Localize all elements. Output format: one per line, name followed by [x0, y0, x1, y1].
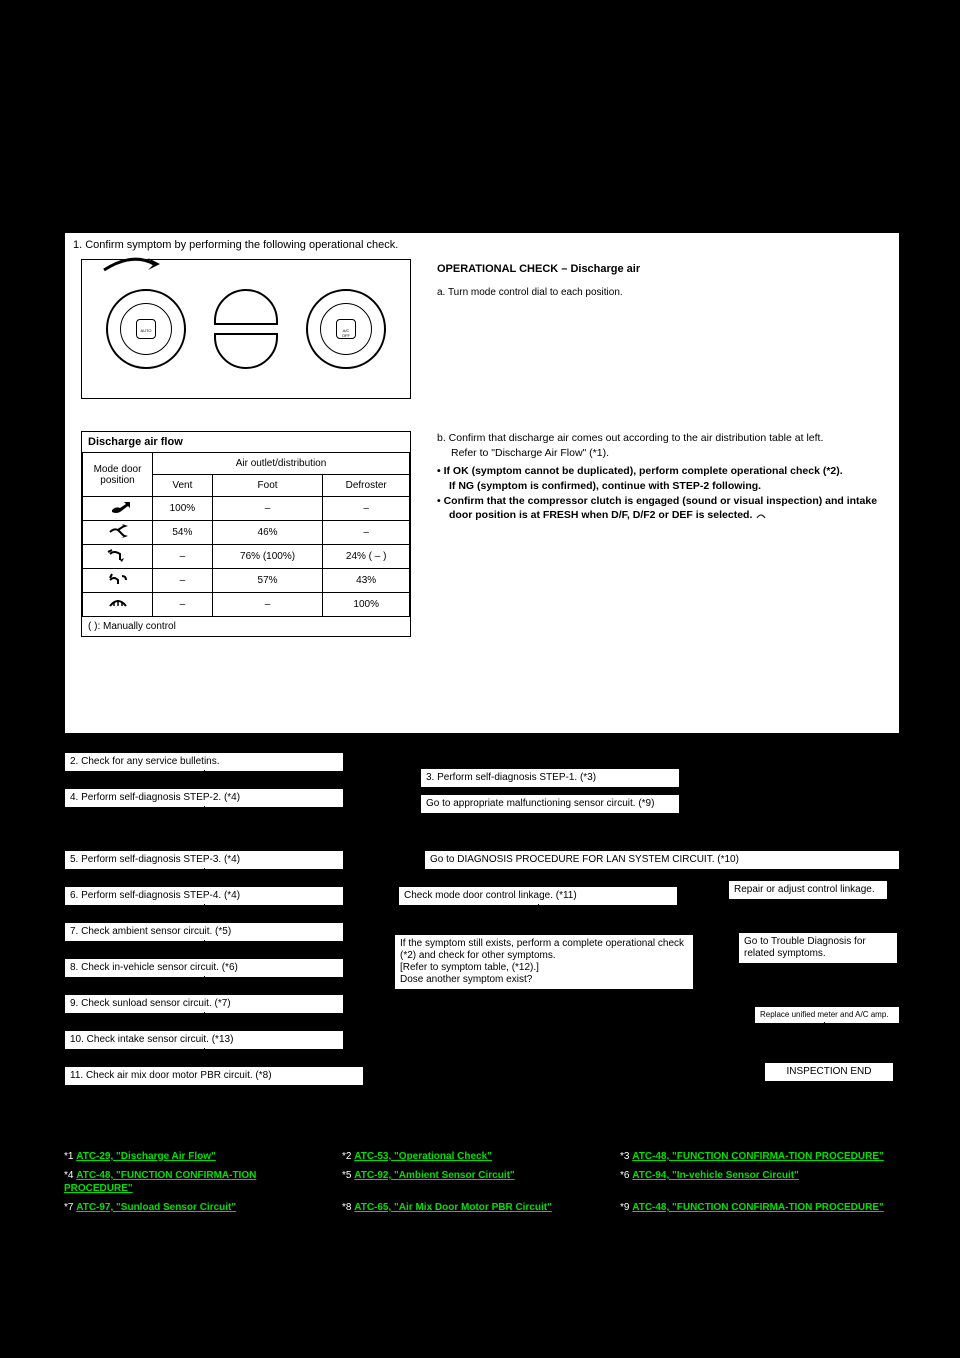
box-step-4: 4. Perform self-diagnosis STEP-2. (*4): [64, 788, 344, 808]
label-no: NO: [744, 994, 759, 1005]
footnote-link[interactable]: ATC-94, "In-vehicle Sensor Circuit": [632, 1170, 799, 1181]
op-step-b: b. Confirm that discharge air comes out …: [437, 431, 887, 460]
label-ok: OK: [212, 820, 226, 831]
step1-main-box: 1. Confirm symptom by performing the fol…: [64, 232, 900, 734]
box-linkage: Check mode door control linkage. (*11): [398, 886, 678, 906]
box-step-5: 5. Perform self-diagnosis STEP-3. (*4): [64, 850, 344, 870]
footnote-item: *1 ATC-29, "Discharge Air Flow": [64, 1150, 324, 1163]
box-step-2: 2. Check for any service bulletins.: [64, 752, 344, 772]
table-row: 54% 46% –: [83, 521, 410, 545]
label-ok: OK: [384, 1062, 398, 1073]
box-step-10: 10. Check intake sensor circuit. (*13): [64, 1030, 344, 1050]
mode-icon-defrost: [83, 593, 153, 617]
box-step-8: 8. Check in-vehicle sensor circuit. (*6): [64, 958, 344, 978]
footnote-link[interactable]: ATC-48, "FUNCTION CONFIRMA-TION PROCEDUR…: [632, 1151, 884, 1162]
footnote-item: *9 ATC-48, "FUNCTION CONFIRMA-TION PROCE…: [620, 1201, 900, 1214]
footnote-item: *3 ATC-48, "FUNCTION CONFIRMA-TION PROCE…: [620, 1150, 900, 1163]
table-row: – – 100%: [83, 593, 410, 617]
table-row: 100% – –: [83, 497, 410, 521]
box-end: INSPECTION END: [764, 1062, 894, 1082]
cause-note: [Cause cannot be confirmed by self-diagn…: [254, 906, 490, 918]
footnote-item: *2 ATC-53, "Operational Check": [342, 1150, 602, 1163]
label-ng: NG: [690, 882, 705, 893]
footnote-link[interactable]: ATC-92, "Ambient Sensor Circuit": [354, 1170, 514, 1181]
label-ng: NG: [358, 882, 373, 893]
label-ok: OK: [212, 868, 226, 879]
box-trouble: Go to Trouble Diagnosis for related symp…: [738, 932, 898, 964]
bullet-item: If OK (symptom cannot be duplicated), pe…: [437, 464, 887, 493]
label-ok: OK: [212, 1048, 226, 1059]
swoosh-arrow-icon: [102, 254, 162, 274]
fan-dial-icon: A/C OFF: [306, 289, 386, 369]
box-sensor-ng: Go to appropriate malfunctioning sensor …: [420, 794, 680, 814]
box-symptom: If the symptom still exists, perform a c…: [394, 934, 694, 990]
table-title: Discharge air flow: [82, 432, 410, 452]
def-icon: [755, 510, 775, 520]
label-ok: OK: [212, 940, 226, 951]
mode-icon-bilevel: [83, 521, 153, 545]
th-vent: Vent: [153, 475, 213, 497]
footnotes: *1 ATC-29, "Discharge Air Flow" *2 ATC-5…: [64, 1150, 900, 1214]
another-note: [Another symptom exists.]: [738, 970, 864, 981]
footnote-link[interactable]: ATC-65, "Air Mix Door Motor PBR Circuit": [354, 1202, 552, 1213]
footnote-link[interactable]: ATC-48, "FUNCTION CONFIRMA-TION PROCEDUR…: [632, 1202, 884, 1213]
footnote-link[interactable]: ATC-97, "Sunload Sensor Circuit": [76, 1202, 236, 1213]
footnote-item: *7 ATC-97, "Sunload Sensor Circuit": [64, 1201, 324, 1214]
box-repair: Repair or adjust control linkage.: [728, 880, 888, 900]
mode-dial-icon: AUTO: [106, 289, 186, 369]
operational-check-heading: OPERATIONAL CHECK – Discharge air: [437, 263, 640, 275]
th-foot: Foot: [212, 475, 323, 497]
box-step-7: 7. Check ambient sensor circuit. (*5): [64, 922, 344, 942]
op-step-a: a. Turn mode control dial to each positi…: [437, 287, 623, 298]
table-note: ( ): Manually control: [82, 617, 410, 636]
box-step-9: 9. Check sunload sensor circuit. (*7): [64, 994, 344, 1014]
footnote-link[interactable]: ATC-53, "Operational Check": [354, 1151, 492, 1162]
footnote-link[interactable]: ATC-29, "Discharge Air Flow": [76, 1151, 216, 1162]
step1-heading: 1. Confirm symptom by performing the fol…: [73, 239, 398, 251]
label-yes: YES: [702, 930, 722, 941]
mode-icon-footdef: [83, 569, 153, 593]
table-row: – 57% 43%: [83, 569, 410, 593]
figure-sig: SJIA1850E: [854, 1131, 894, 1140]
mode-icon-vent: [83, 497, 153, 521]
label-ok: OK: [212, 976, 226, 987]
box-step-6: 6. Perform self-diagnosis STEP-4. (*4): [64, 886, 344, 906]
footnote-item: *4 ATC-48, "FUNCTION CONFIRMA-TION PROCE…: [64, 1169, 324, 1195]
label-ok: OK: [366, 764, 380, 775]
th-defroster: Defroster: [323, 475, 410, 497]
discharge-flow-table: Mode door position Air outlet/distributi…: [82, 452, 410, 617]
temp-dial-icon: [214, 289, 278, 369]
footnote-item: *8 ATC-65, "Air Mix Door Motor PBR Circu…: [342, 1201, 602, 1214]
box-replace: Replace unified meter and A/C amp.: [754, 1006, 900, 1024]
table-row: – 76% (100%) 24% ( – ): [83, 545, 410, 569]
bullet-item: Confirm that the compressor clutch is en…: [437, 494, 887, 523]
label-ng: NG: [366, 796, 381, 807]
discharge-flow-table-box: Discharge air flow Mode door position Ai…: [81, 431, 411, 637]
footnote-item: *6 ATC-94, "In-vehicle Sensor Circuit": [620, 1169, 900, 1195]
box-step-3: 3. Perform self-diagnosis STEP-1. (*3): [420, 768, 680, 788]
th-outlet: Air outlet/distribution: [153, 453, 410, 475]
label-ok: OK: [212, 904, 226, 915]
mode-icon-foot: [83, 545, 153, 569]
label-ng: NG: [366, 846, 381, 857]
th-mode: Mode door position: [83, 453, 153, 497]
page-container: 1. Confirm symptom by performing the fol…: [64, 232, 900, 1142]
flowchart-area: 2. Check for any service bulletins. 4. P…: [64, 734, 900, 1142]
box-lan: Go to DIAGNOSIS PROCEDURE FOR LAN SYSTEM…: [424, 850, 900, 870]
label-ok: OK: [212, 1012, 226, 1023]
op-right-block: b. Confirm that discharge air comes out …: [437, 431, 887, 523]
dial-panel: AUTO A/C OFF: [81, 259, 411, 399]
footnote-item: *5 ATC-92, "Ambient Sensor Circuit": [342, 1169, 602, 1195]
footnote-link[interactable]: ATC-48, "FUNCTION CONFIRMA-TION PROCEDUR…: [64, 1170, 256, 1194]
box-step-11: 11. Check air mix door motor PBR circuit…: [64, 1066, 364, 1086]
